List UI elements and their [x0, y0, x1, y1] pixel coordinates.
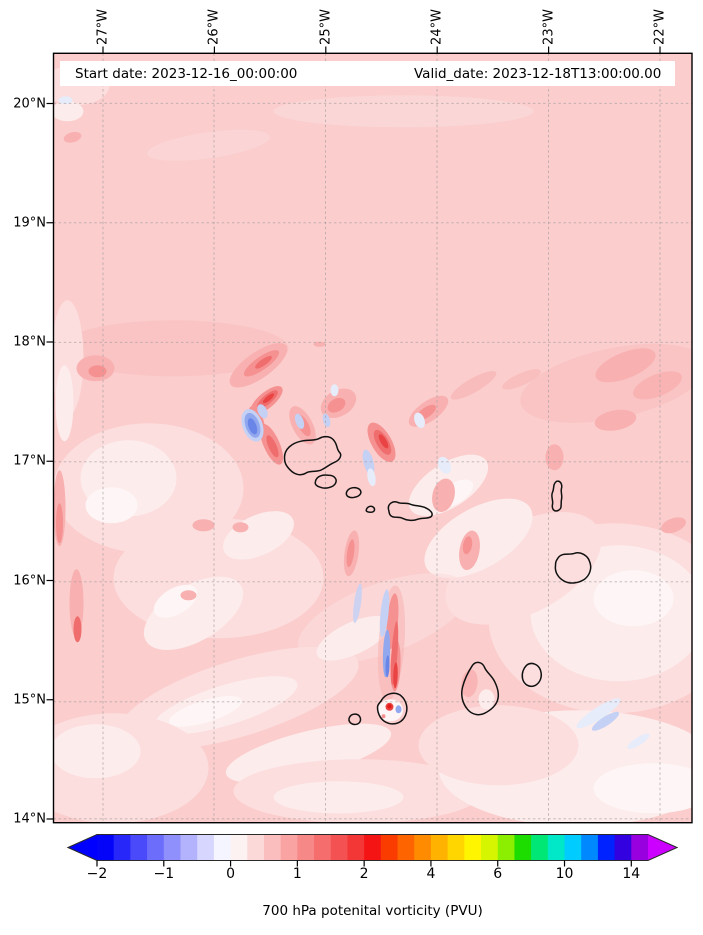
blue-streaks: [241, 384, 452, 487]
island-outline: [376, 692, 408, 725]
graticule-gridlines: [53, 53, 693, 824]
island-outline: [345, 486, 362, 499]
pv-field-patches: [53, 65, 693, 824]
island-outline: [460, 661, 500, 716]
island-outline: [387, 501, 433, 522]
colorbar-tick-marks: [96, 860, 632, 867]
island-outline: [551, 480, 563, 512]
island-outline: [365, 505, 376, 514]
fogo-vortex-core: [378, 699, 403, 722]
colorbar: [66, 833, 679, 867]
colorbar-segments: [97, 834, 649, 861]
island-coastlines: [283, 435, 592, 726]
plot-border: [52, 52, 693, 824]
island-outline: [521, 662, 543, 688]
map-plot: [53, 53, 693, 824]
axis-tick-marks: [46, 46, 661, 820]
colorbar-over-arrow: [648, 834, 677, 861]
island-outline: [554, 552, 592, 584]
colorbar-outline: [66, 833, 679, 862]
island-outline: [314, 474, 337, 489]
island-outline: [283, 435, 342, 476]
misc-patches: [461, 669, 650, 750]
island-outline: [348, 713, 362, 726]
vortex-trail: [343, 530, 406, 702]
colorbar-under-arrow: [68, 834, 97, 861]
